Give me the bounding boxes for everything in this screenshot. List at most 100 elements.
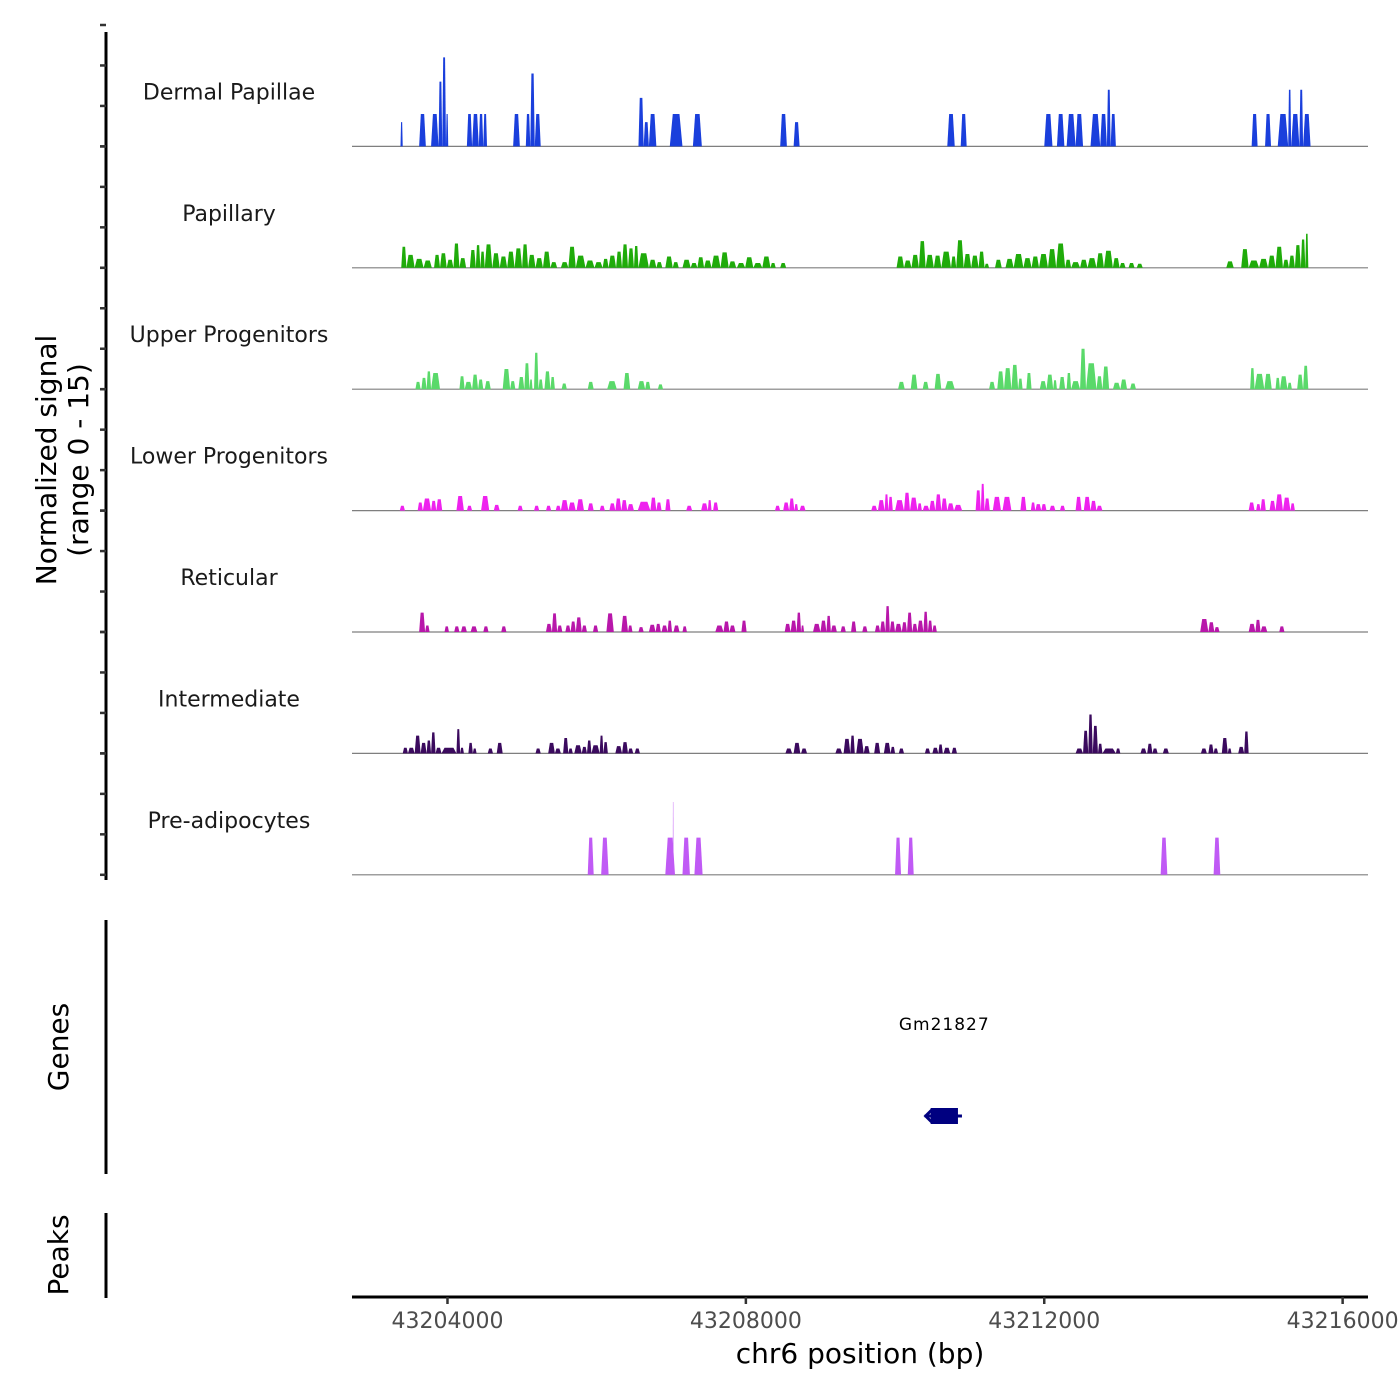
signal-bin [1128,262,1135,268]
signal-bin [469,249,476,268]
signal-bin [426,371,432,390]
signal-bin [927,620,933,632]
signal-bin [883,742,891,754]
signal-bin [442,57,446,147]
signal-bin [544,371,551,390]
signal-bin [1086,363,1097,390]
signal-bin [898,748,905,754]
track-upper-progenitors: Upper Progenitors [130,323,1368,390]
signal-bin [1066,114,1076,147]
signal-bin [880,621,886,632]
signal-bin [790,620,797,632]
signal-bin [1066,373,1072,390]
signal-bin [648,259,657,268]
signal-bin [694,837,703,875]
peaks-track-label: Peaks [42,1214,75,1295]
signal-bin [492,253,500,268]
signal-bin [1255,619,1261,632]
signal-bin [1303,365,1309,390]
signal-bin [796,612,802,632]
signal-bin [1221,738,1228,754]
signal-bin [686,505,693,511]
signal-bin [565,625,571,632]
signal-axis-title: Normalized signal (range 0 - 15) [30,335,95,586]
signal-bin [426,740,432,754]
signal-bin [435,747,442,754]
signal-bin [425,625,430,632]
signal-bin [1075,114,1084,147]
signal-bin [1003,368,1012,390]
signal-bin [594,262,603,268]
signal-bin [568,748,573,754]
signal-bin [560,500,569,511]
signal-bin [1244,731,1249,754]
signal-bin [445,114,449,147]
signal-bin [550,377,555,390]
signal-bin [1248,502,1255,511]
track-label: Upper Progenitors [130,323,329,348]
signal-bin [399,505,405,511]
signal-bin [843,738,851,754]
signal-bin [1300,239,1306,268]
signal-bin [1044,114,1053,147]
signal-bin [704,260,712,268]
signal-bin [874,742,881,754]
signal-bin [438,81,443,147]
signal-bin [1282,259,1289,268]
signal-bin [587,503,594,511]
signal-bin [1112,382,1121,390]
signal-bin [1119,262,1126,268]
signal-bin [863,746,870,754]
signal-bin [1214,627,1220,632]
signal-bin [587,381,594,390]
signal-bin [801,625,805,632]
signal-bin [1152,748,1158,754]
signal-bin [1031,256,1040,268]
signal-bin [984,498,990,511]
signal-bin [1020,496,1027,511]
signal-bin [1059,505,1066,511]
signal-bin [826,615,831,632]
signal-bin [609,503,616,511]
signal-bin [622,244,629,268]
signal-bin [1035,504,1042,511]
signal-bin [1080,259,1088,268]
signal-bin [922,381,929,390]
signal-bin [530,73,535,147]
signal-bin [1227,748,1232,754]
signal-bin [690,262,698,268]
x-tick-label: 43208000 [690,1309,802,1334]
signal-bin [1120,379,1128,390]
gene-exon [930,1108,958,1124]
signal-bin [638,627,644,632]
signal-bin [1269,500,1276,511]
signal-bin [929,500,936,511]
signal-bin [935,494,942,511]
signal-bin [801,748,808,754]
signal-bin [545,505,552,511]
signal-bin [673,625,680,632]
signal-bin [513,114,520,147]
track-reticular: Reticular [180,566,1368,633]
signal-bin [669,114,683,147]
signal-bin [1238,746,1245,754]
track-label: Dermal Papillae [143,80,315,105]
signal-bin [615,498,622,511]
signal-bin [555,505,561,511]
signal-bin [770,262,776,268]
signal-bin [1256,504,1261,511]
signal-bin [453,243,460,268]
signal-bin [1005,258,1014,268]
signal-bin [1254,373,1265,390]
signal-bin [1288,255,1295,268]
signal-bin [1083,730,1089,754]
signal-bin [434,254,441,268]
signal-bin [850,735,855,754]
track-label: Intermediate [158,687,300,712]
signal-bin [1147,743,1153,754]
signal-bin [780,114,787,147]
signal-bin [980,483,985,511]
signal-bin [419,114,426,147]
signal-bin [535,258,543,268]
signal-bin [470,626,478,632]
